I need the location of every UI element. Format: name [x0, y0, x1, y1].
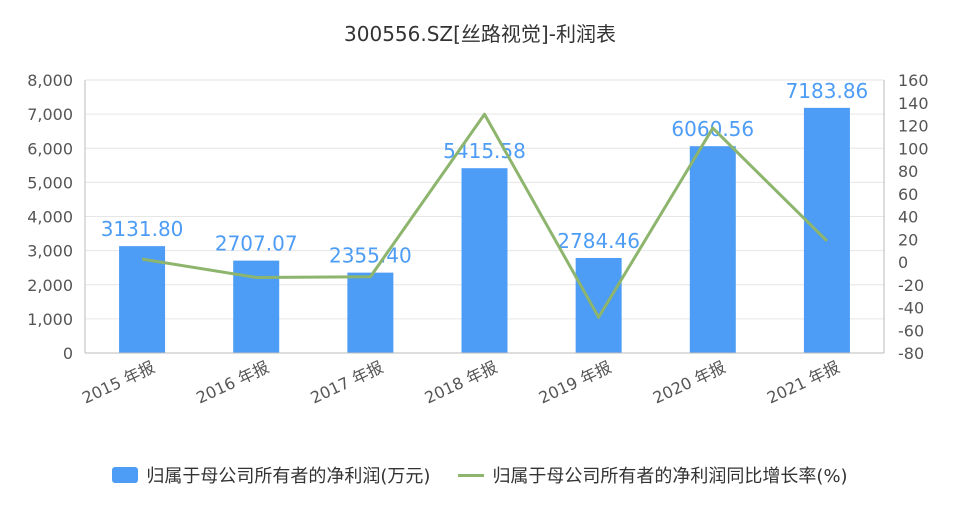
left-tick-label: 4,000	[27, 208, 73, 227]
left-tick-label: 2,000	[27, 276, 73, 295]
x-tick-label: 2018 年报	[422, 357, 501, 407]
left-tick-label: 1,000	[27, 310, 73, 329]
left-tick-label: 3,000	[27, 242, 73, 261]
axes	[84, 80, 885, 354]
left-tick-label: 7,000	[27, 105, 73, 124]
left-axis-ticks: 0 1,000 2,000 3,000 4,000 5,000 6,000 7,000 8,00…	[27, 71, 73, 363]
x-tick-label: 2015 年报	[79, 357, 158, 407]
right-tick-label: 60	[898, 185, 918, 204]
right-axis-ticks: -80 -60 -40 -20 0 20 40 60 80 100 120 140 160	[898, 71, 929, 363]
legend-swatch-line	[458, 473, 485, 477]
right-tick-label: -20	[898, 276, 924, 295]
bar	[119, 246, 166, 353]
right-tick-label: 80	[898, 162, 918, 181]
right-tick-label: 20	[898, 230, 918, 249]
right-tick-label: 160	[898, 71, 929, 90]
bar	[689, 146, 736, 353]
right-tick-label: 120	[898, 117, 929, 136]
legend: 归属于母公司所有者的净利润(万元) 归属于母公司所有者的净利润同比增长率(%)	[0, 462, 960, 488]
bar	[347, 272, 394, 353]
bar-data-label: 5415.58	[443, 139, 526, 163]
right-tick-label: -60	[898, 321, 924, 340]
x-tick-label: 2017 年报	[307, 357, 386, 407]
legend-item-growth[interactable]: 归属于母公司所有者的净利润同比增长率(%)	[458, 462, 848, 488]
left-tick-label: 6,000	[27, 139, 73, 158]
left-tick-label: 5,000	[27, 173, 73, 192]
chart-canvas: 0 1,000 2,000 3,000 4,000 5,000 6,000 7,000 8,00…	[27, 71, 929, 408]
x-axis-labels: 2015 年报 2016 年报 2017 年报 2018 年报 2019 年报 2020 …	[79, 357, 842, 407]
left-tick-label: 8,000	[27, 71, 73, 90]
chart-title: 300556.SZ[丝路视觉]-利润表	[344, 22, 616, 46]
legend-swatch-bar	[112, 467, 139, 483]
bar-data-label: 3131.80	[101, 217, 184, 241]
right-tick-label: 40	[898, 208, 918, 227]
x-tick-label: 2021 年报	[764, 357, 843, 407]
legend-label-profit: 归属于母公司所有者的净利润(万元)	[146, 466, 431, 487]
legend-item-profit[interactable]: 归属于母公司所有者的净利润(万元)	[112, 462, 430, 488]
bar-data-label: 2784.46	[557, 229, 640, 253]
right-tick-label: 0	[898, 253, 908, 272]
bar	[803, 107, 850, 354]
right-tick-label: 140	[898, 94, 929, 113]
right-tick-label: -40	[898, 299, 924, 318]
bar-data-label: 7183.86	[786, 79, 869, 103]
bar	[461, 168, 508, 353]
bar-data-label: 2707.07	[215, 232, 298, 256]
left-tick-label: 0	[63, 344, 73, 363]
legend-label-growth: 归属于母公司所有者的净利润同比增长率(%)	[492, 466, 848, 487]
line-series	[141, 112, 828, 319]
right-tick-label: -80	[898, 344, 924, 363]
x-tick-label: 2016 年报	[193, 357, 272, 407]
x-tick-label: 2019 年报	[536, 357, 615, 407]
x-tick-label: 2020 年报	[650, 357, 729, 407]
bar-series	[119, 107, 850, 354]
bar	[575, 257, 622, 353]
bar-data-label: 2355.40	[329, 244, 412, 268]
right-tick-label: 100	[898, 139, 929, 158]
